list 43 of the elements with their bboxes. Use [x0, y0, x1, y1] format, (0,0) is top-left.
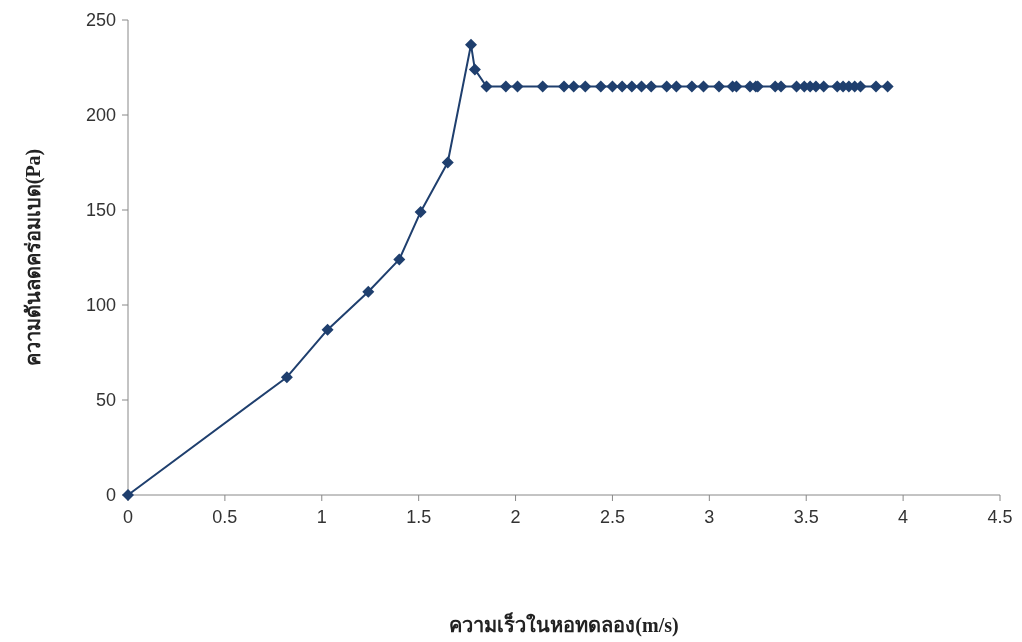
point [579, 80, 592, 93]
point [362, 285, 375, 298]
point [606, 80, 619, 93]
x-tick-label: 0 [122, 507, 134, 527]
point [464, 38, 477, 51]
y-tick-label: 100 [85, 295, 116, 315]
x-tick-label: 3 [704, 507, 715, 527]
y-tick-label: 0 [105, 485, 116, 505]
y-axis-title: ความดันลดคร่อมเบด(Pa) [22, 148, 45, 367]
x-tick-label: 2 [510, 507, 521, 527]
x-axis-title: ความเร็วในหอทดลอง(m/s) [449, 612, 679, 637]
point [635, 80, 648, 93]
point [670, 80, 683, 93]
x-tick-label: 4.5 [987, 507, 1013, 527]
point [881, 80, 894, 93]
point [468, 63, 481, 76]
point [594, 80, 607, 93]
y-tick-label: 200 [85, 105, 116, 125]
x-tick-label: 1 [316, 507, 327, 527]
point [660, 80, 673, 93]
point [511, 80, 524, 93]
point [393, 253, 406, 266]
y-tick-label: 150 [85, 200, 116, 220]
point [480, 80, 493, 93]
point [441, 156, 454, 169]
point [321, 323, 334, 336]
point [280, 371, 293, 384]
y-tick-label: 250 [85, 10, 116, 30]
point [536, 80, 549, 93]
point [414, 205, 427, 218]
x-tick-label: 4 [898, 507, 909, 527]
x-tick-label: 1.5 [406, 507, 432, 527]
point [499, 80, 512, 93]
y-tick-label: 50 [95, 390, 116, 410]
point [713, 80, 726, 93]
x-tick-label: 0.5 [212, 507, 238, 527]
x-tick-label: 2.5 [599, 507, 625, 527]
x-tick-label: 3.5 [793, 507, 819, 527]
point [558, 80, 570, 93]
point [869, 80, 882, 93]
point [685, 80, 698, 93]
point [697, 80, 710, 93]
point [645, 80, 658, 93]
